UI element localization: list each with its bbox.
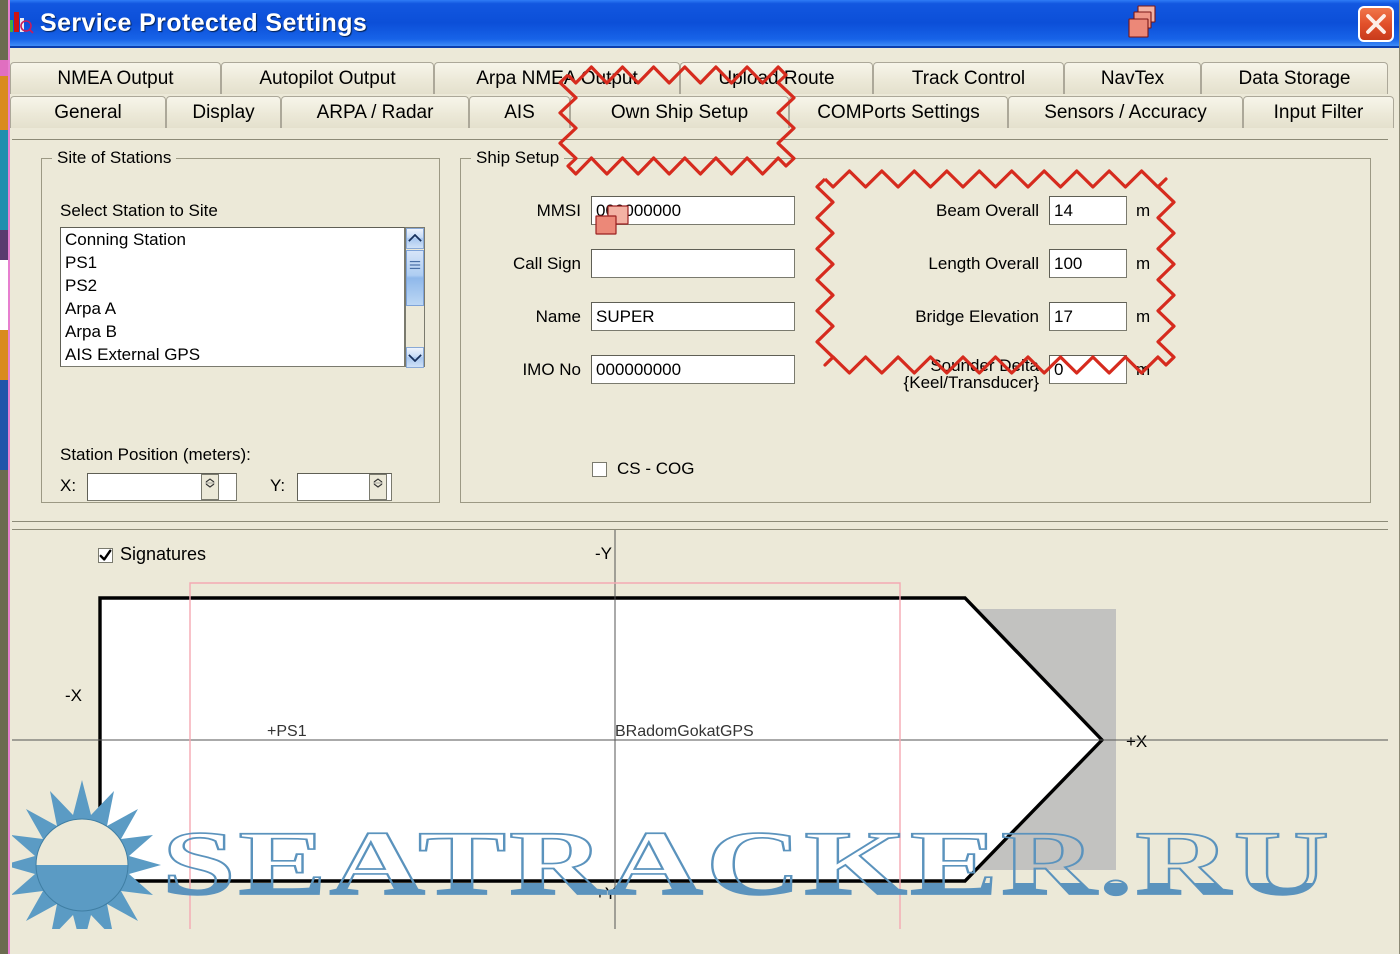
svg-text:SEATRACKER.RU: SEATRACKER.RU (162, 812, 1332, 914)
